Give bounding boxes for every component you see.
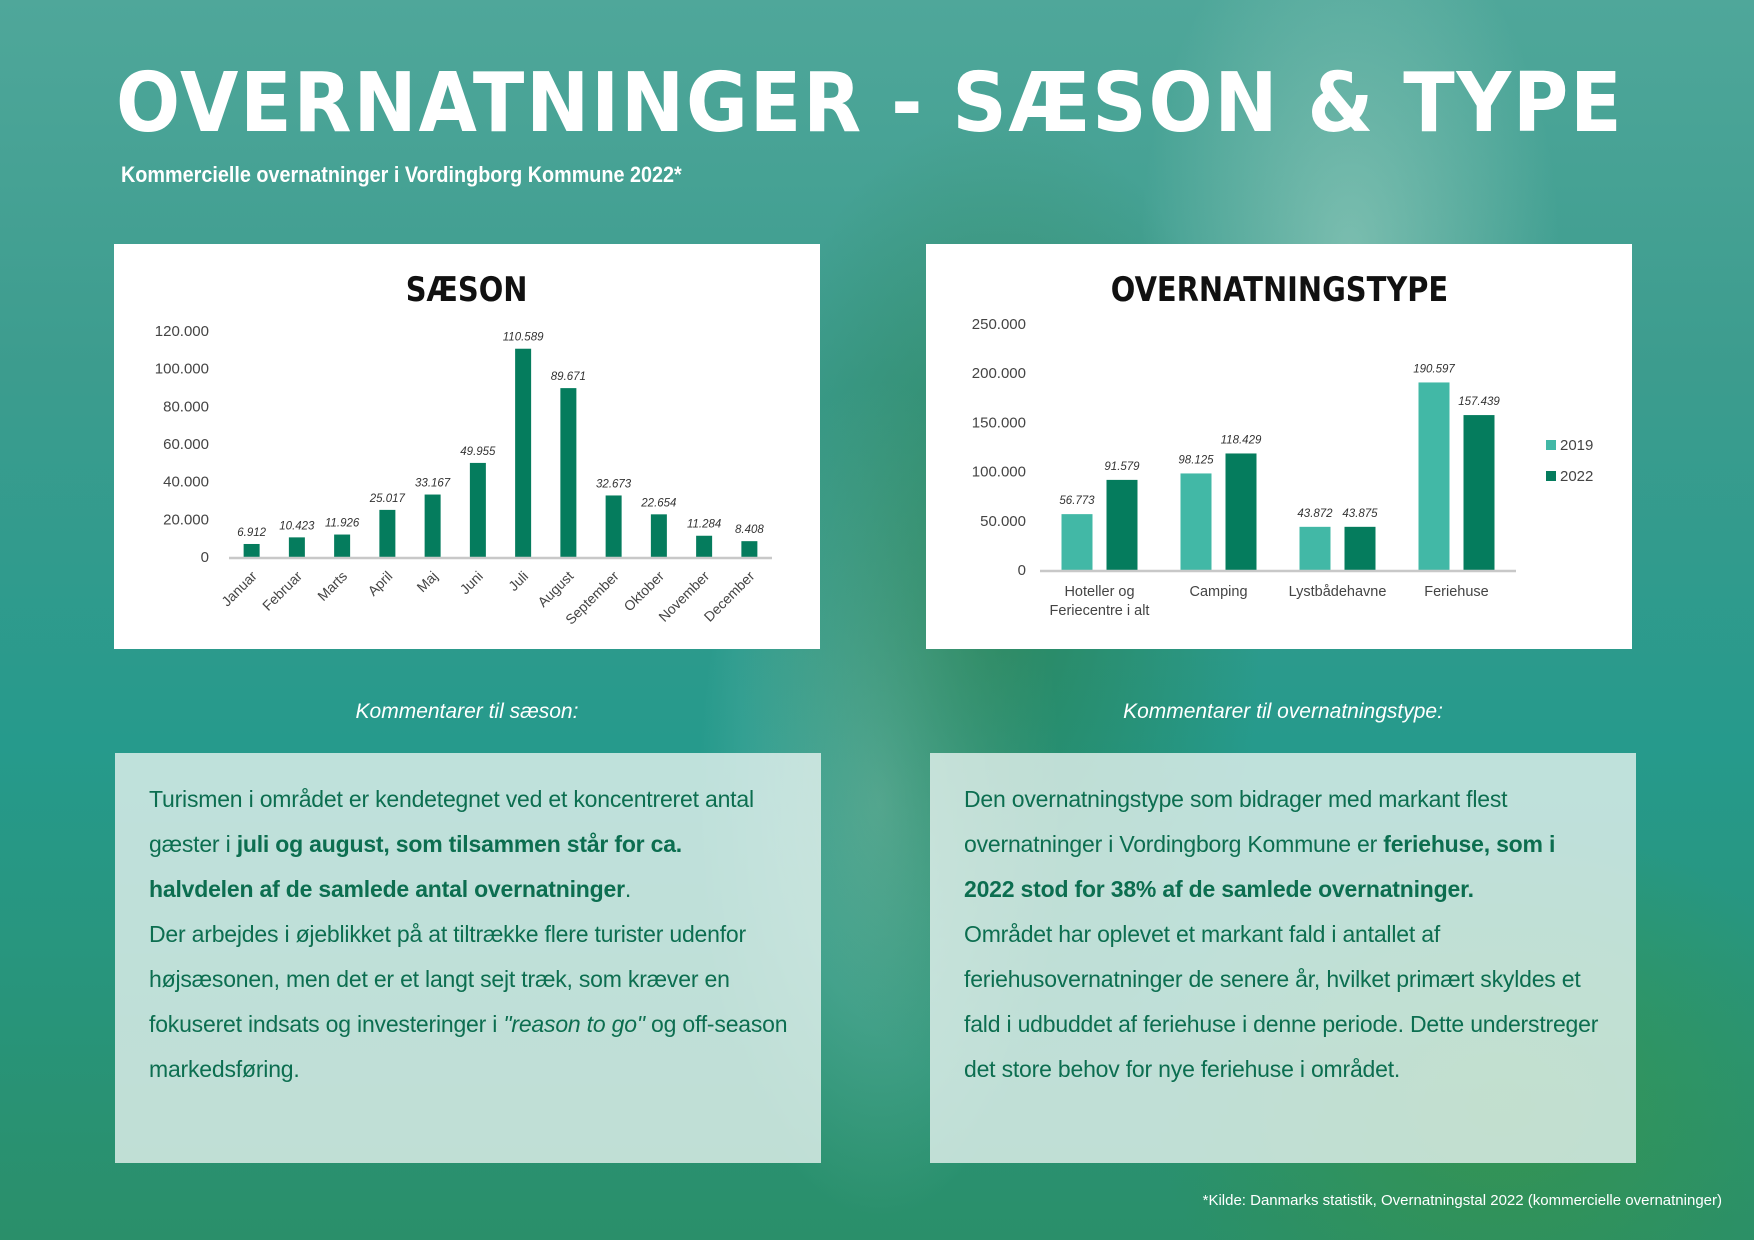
x-tick-label: Maj	[413, 568, 440, 595]
y-tick-label: 20.000	[163, 511, 209, 528]
data-label: 118.429	[1221, 434, 1262, 446]
y-tick-label: 250.000	[972, 316, 1026, 333]
comment-text: Der arbejdes i øjeblikket på at tiltrækk…	[149, 921, 746, 1037]
x-tick-label: Lystbådehavne	[1289, 584, 1387, 600]
x-tick-label: Januar	[218, 568, 260, 610]
y-tick-label: 150.000	[972, 414, 1026, 431]
data-label: 190.597	[1413, 363, 1455, 375]
y-tick-label: 40.000	[163, 474, 209, 491]
data-label: 157.439	[1458, 396, 1500, 408]
legend-label-2019: 2019	[1560, 437, 1593, 454]
bar-2019	[1299, 526, 1331, 570]
bar-november	[696, 535, 713, 557]
x-tick-label: Camping	[1189, 584, 1247, 600]
season-chart-card: 0 20.000 40.000 60.000 80.000 100.000 120.000 6…	[114, 244, 820, 649]
data-label: 11.284	[687, 519, 721, 531]
comment-text: "reason to go"	[503, 1011, 645, 1037]
x-tick-label: April	[364, 568, 395, 599]
bar-januar	[243, 543, 260, 557]
type-comment-box: Den overnatningstype som bidrager med ma…	[930, 753, 1636, 1163]
data-label: 43.872	[1297, 508, 1333, 520]
data-label: 8.408	[735, 524, 764, 536]
data-label: 33.167	[415, 478, 451, 490]
bar-august	[560, 388, 577, 557]
comment-text: .	[624, 876, 632, 902]
comment-text: og off-season markedsføring.	[149, 1011, 788, 1082]
x-tick-label: Juli	[505, 568, 531, 594]
data-label: 89.671	[551, 371, 586, 383]
type-chart: 0 50.000 100.000 150.000 200.000 250.000 56.77…	[972, 316, 1594, 619]
data-label: 56.773	[1059, 495, 1095, 507]
data-label: 110.589	[503, 332, 544, 344]
highlight-text: juli og august, som tilsammen står for c…	[149, 831, 682, 902]
x-tick-label: Hoteller og	[1064, 584, 1134, 600]
comment-text: Området har oplevet et markant fald i an…	[964, 921, 1599, 1082]
bar-december	[741, 541, 758, 557]
bar-2022	[1225, 453, 1257, 570]
bar-april	[379, 509, 396, 557]
bar-2022	[1106, 479, 1138, 570]
bar-2022	[1463, 415, 1495, 570]
comment-text: Den overnatningstype som bidrager med ma…	[964, 786, 1508, 857]
data-label: 25.017	[369, 493, 406, 505]
bar-2019	[1180, 473, 1212, 570]
bar-juli	[515, 348, 532, 557]
data-label: 43.875	[1342, 508, 1378, 520]
data-label: 91.579	[1104, 461, 1140, 473]
season-chart: 0 20.000 40.000 60.000 80.000 100.000 120.000 6…	[155, 323, 772, 628]
season-comment-box: Turismen i området er kendetegnet ved et…	[115, 753, 821, 1163]
legend-swatch-2022	[1546, 471, 1556, 481]
page-title: OVERNATNINGER - SÆSON & TYPE	[116, 56, 1624, 151]
bar-2019	[1061, 514, 1093, 570]
x-tick-label: Marts	[314, 568, 350, 604]
season-chart-title: SÆSON	[406, 270, 528, 310]
bar-juni	[469, 462, 486, 557]
y-tick-label: 50.000	[980, 513, 1026, 530]
comment-text: Turismen i området er kendetegnet ved et…	[149, 786, 754, 857]
y-tick-label: 200.000	[972, 365, 1026, 382]
x-tick-label: Feriehuse	[1424, 584, 1488, 600]
type-chart-title: OVERNATNINGSTYPE	[1110, 270, 1448, 310]
data-label: 6.912	[237, 527, 266, 539]
y-tick-label: 120.000	[155, 323, 209, 340]
data-label: 10.423	[279, 520, 315, 532]
season-comment-label: Kommentarer til sæson:	[355, 700, 579, 723]
source-footnote: *Kilde: Danmarks statistik, Overnatnings…	[1202, 1192, 1722, 1209]
y-tick-label: 0	[1018, 562, 1026, 579]
bar-februar	[288, 537, 305, 557]
y-tick-label: 60.000	[163, 436, 209, 453]
x-tick-label: Februar	[259, 568, 305, 614]
type-chart-card: 0 50.000 100.000 150.000 200.000 250.000 56.77…	[926, 244, 1632, 649]
bar-2019	[1418, 382, 1450, 570]
bar-2022	[1344, 526, 1376, 570]
page-subtitle: Kommercielle overnatninger i Vordingborg…	[121, 162, 682, 187]
data-label: 32.673	[596, 478, 632, 490]
data-label: 98.125	[1178, 454, 1214, 466]
bar-marts	[334, 534, 351, 557]
y-tick-label: 80.000	[163, 398, 209, 415]
y-tick-label: 0	[201, 549, 209, 566]
x-tick-label: August	[534, 568, 576, 610]
legend-swatch-2019	[1546, 440, 1556, 450]
legend-label-2022: 2022	[1560, 468, 1593, 485]
bar-oktober	[650, 514, 667, 557]
bar-september	[605, 495, 622, 557]
type-comment-label: Kommentarer til overnatningstype:	[1123, 700, 1443, 723]
y-tick-label: 100.000	[155, 361, 209, 378]
data-label: 11.926	[325, 518, 360, 530]
data-label: 22.654	[640, 497, 676, 509]
x-tick-label: Juni	[457, 568, 486, 597]
highlight-text: feriehuse, som i 2022 stod for 38% af de…	[964, 831, 1556, 902]
x-tick-label: Feriecentre i alt	[1050, 603, 1150, 619]
bar-maj	[424, 494, 441, 557]
data-label: 49.955	[460, 446, 496, 458]
y-tick-label: 100.000	[972, 464, 1026, 481]
